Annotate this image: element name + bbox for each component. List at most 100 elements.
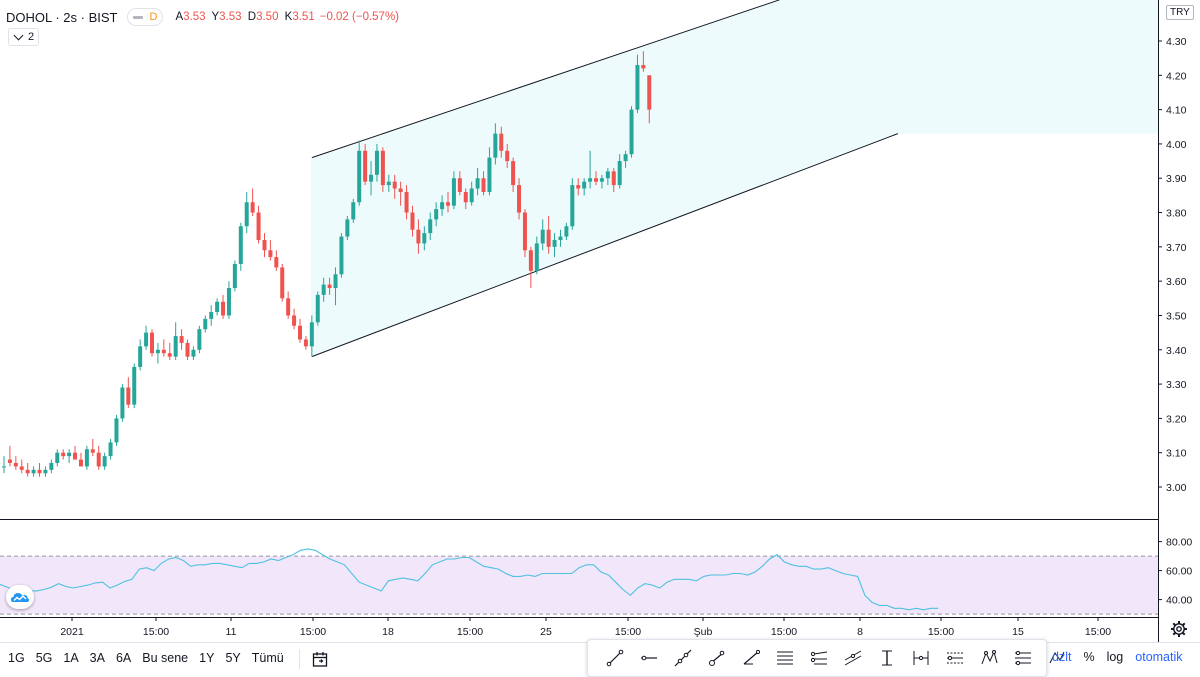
date-range-icon xyxy=(947,652,963,664)
price-pane[interactable] xyxy=(2,0,1158,477)
trend-angle-icon xyxy=(743,649,761,665)
tradingview-logo[interactable] xyxy=(6,585,34,609)
candle-body xyxy=(540,229,545,244)
range-1y-button[interactable]: 1Y xyxy=(199,651,215,665)
calendar-goto-icon[interactable] xyxy=(312,651,329,668)
price-tick-label: 4.00 xyxy=(1166,139,1187,151)
range-5d-button[interactable]: 5G xyxy=(35,651,53,665)
extended-line-tool-button[interactable] xyxy=(666,644,700,672)
date-price-range-tool-button[interactable] xyxy=(972,644,1006,672)
candle-body xyxy=(43,469,48,474)
candle-body xyxy=(108,442,113,457)
time-tick-label: 15:00 xyxy=(771,626,797,638)
date-range-buttons: 1G 5G 1A 3A 6A Bu sene 1Y 5Y Tümü xyxy=(8,651,295,665)
candle-body xyxy=(446,202,450,206)
candle xyxy=(126,377,131,409)
scale-options: dzlt % log otomatik xyxy=(1052,650,1195,664)
time-tick-label: 11 xyxy=(226,626,237,638)
indicators-toggle-button[interactable]: 2 xyxy=(8,28,40,46)
candle-body xyxy=(221,301,226,316)
candle-body xyxy=(369,174,374,182)
candle-body xyxy=(102,456,107,467)
candle xyxy=(167,342,172,361)
candle xyxy=(90,438,95,457)
candle-body xyxy=(19,466,24,470)
symbol-title[interactable]: DOHOL · 2s · BIST xyxy=(6,9,118,25)
percent-scale-button[interactable]: % xyxy=(1083,650,1095,664)
candle-body xyxy=(588,178,593,182)
price-tick-label: 3.00 xyxy=(1166,482,1187,494)
adjust-button[interactable]: dzlt xyxy=(1052,650,1072,664)
candle xyxy=(25,462,30,477)
candle-body xyxy=(351,202,356,220)
candle xyxy=(493,123,498,165)
candle xyxy=(410,205,415,237)
range-1d-button[interactable]: 1G xyxy=(8,651,25,665)
candle xyxy=(298,318,302,343)
price-tick-label: 3.80 xyxy=(1166,208,1187,220)
candle-body xyxy=(268,250,273,258)
range-1m-button[interactable]: 1A xyxy=(63,651,79,665)
high-key: Y xyxy=(211,11,220,23)
candle xyxy=(475,167,480,196)
candle xyxy=(357,140,362,206)
log-scale-button[interactable]: log xyxy=(1106,650,1124,664)
candle-body xyxy=(280,267,285,299)
candle xyxy=(37,462,42,477)
range-6m-button[interactable]: 6A xyxy=(115,651,132,665)
horizontal-ray-icon xyxy=(641,655,657,661)
disjoint-channel-tool-button[interactable] xyxy=(870,644,904,672)
candle xyxy=(558,229,563,247)
candle-body xyxy=(215,301,220,313)
candle xyxy=(416,219,421,254)
rsi-pane[interactable] xyxy=(0,548,1158,615)
channel-fill xyxy=(311,0,1158,357)
candle-body xyxy=(357,150,362,203)
flat-top-bottom-tool-button[interactable] xyxy=(836,644,870,672)
candle xyxy=(617,154,622,189)
range-5y-button[interactable]: 5Y xyxy=(225,651,241,665)
candle-body xyxy=(528,250,533,271)
extended-line-icon xyxy=(674,649,692,667)
candle xyxy=(511,157,516,192)
parallel-channel-icon xyxy=(777,651,793,665)
candle-body xyxy=(641,65,646,69)
candle xyxy=(185,339,190,361)
currency-label[interactable]: TRY xyxy=(1166,5,1194,20)
info-line-tool-button[interactable] xyxy=(700,644,734,672)
range-3m-button[interactable]: 3A xyxy=(89,651,105,665)
candle xyxy=(398,181,403,206)
trend-line-tool-button[interactable] xyxy=(598,644,632,672)
price-range-tool-button[interactable] xyxy=(904,644,938,672)
candle-body xyxy=(440,202,445,210)
candle xyxy=(528,246,533,289)
range-ytd-button[interactable]: Bu sene xyxy=(142,651,189,665)
price-tick-label: 3.50 xyxy=(1166,310,1187,322)
candle xyxy=(374,143,379,182)
candle-body xyxy=(144,332,149,347)
candle xyxy=(481,171,486,196)
xabcd-pattern-tool-button[interactable] xyxy=(1006,644,1040,672)
close-value: 3.51 xyxy=(292,11,315,23)
candle-body xyxy=(594,178,598,182)
regression-trend-tool-button[interactable] xyxy=(802,644,836,672)
parallel-channel-tool-button[interactable] xyxy=(768,644,802,672)
candle-body xyxy=(73,452,78,460)
range-all-button[interactable]: Tümü xyxy=(251,651,284,665)
price-tick-label: 3.30 xyxy=(1166,379,1187,391)
candle xyxy=(576,178,581,196)
horizontal-ray-tool-button[interactable] xyxy=(632,644,666,672)
elliott-wave-tool-button[interactable] xyxy=(1040,644,1074,672)
legend-pill[interactable]: D xyxy=(127,8,164,26)
candle xyxy=(268,239,273,261)
candle xyxy=(256,205,261,244)
candle xyxy=(570,178,575,230)
trend-angle-tool-button[interactable] xyxy=(734,644,768,672)
rsi-band xyxy=(0,556,1158,615)
candle xyxy=(386,174,391,192)
auto-scale-button[interactable]: otomatik xyxy=(1135,650,1183,664)
gear-icon[interactable] xyxy=(1170,620,1188,638)
date-range-tool-button[interactable] xyxy=(938,644,972,672)
candle xyxy=(339,233,344,278)
